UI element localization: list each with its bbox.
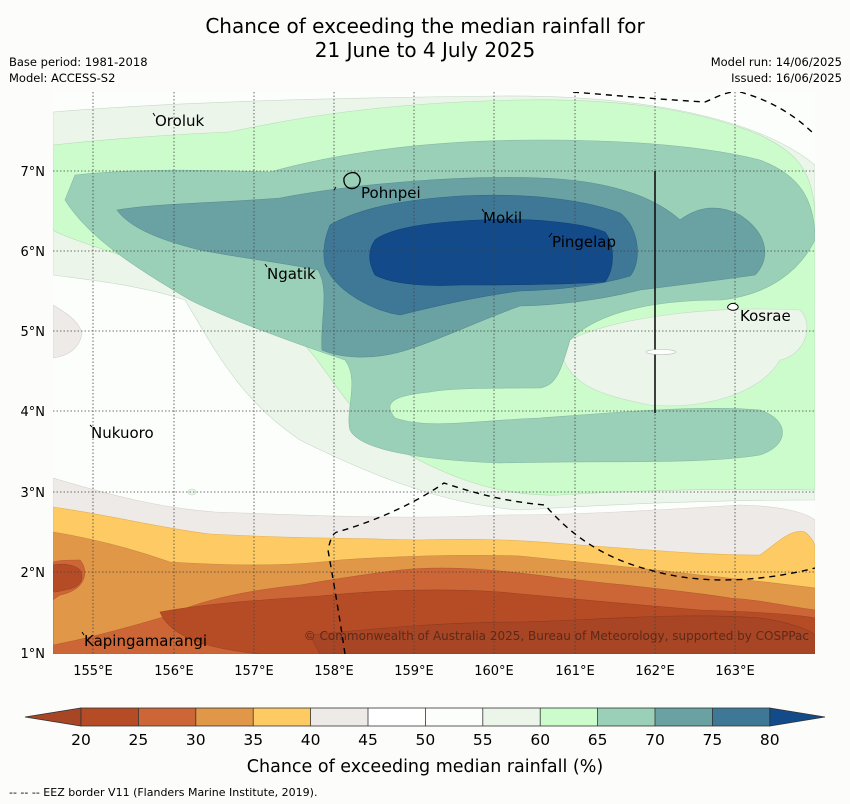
- lon-tick-label: 163°E: [715, 664, 755, 679]
- meta-left: Base period: 1981-2018 Model: ACCESS-S2: [9, 54, 148, 86]
- band-lt25-west: [53, 563, 83, 593]
- band-55-60-kosrae: [559, 308, 808, 407]
- lat-tick-label: 7°N: [21, 165, 46, 180]
- colorbar-swatch-25-30: [138, 708, 196, 726]
- colorbar-tick: 45: [358, 731, 378, 749]
- colorbar-tick: 30: [186, 731, 206, 749]
- colorbar-tick: 75: [703, 731, 723, 749]
- lat-tick-label: 1°N: [21, 647, 46, 662]
- colorbar-swatch-45-50: [368, 708, 426, 726]
- pohnpei-island-icon: [343, 171, 361, 190]
- lon-tick-label: 157°E: [234, 664, 274, 679]
- colorbar-tick: 65: [588, 731, 608, 749]
- lon-tick-label: 159°E: [394, 664, 434, 679]
- colorbar-tick: 50: [416, 731, 436, 749]
- colorbar-tick: 35: [243, 731, 263, 749]
- band-55-60-dot: [187, 488, 197, 496]
- place-label-ngatik: Ngatik: [267, 265, 316, 283]
- place-label-pingelap: Pingelap: [552, 233, 616, 251]
- lon-tick-label: 161°E: [555, 664, 595, 679]
- issued-date: Issued: 16/06/2025: [731, 71, 842, 85]
- place-label-nukuoro: Nukuoro: [91, 424, 154, 442]
- place-label-oroluk: Oroluk: [155, 112, 204, 130]
- colorbar-swatch-55-60: [482, 708, 541, 726]
- lon-tick-label: 155°E: [73, 664, 113, 679]
- colorbar-dividers: [137, 708, 713, 726]
- grid-lat: [53, 170, 815, 573]
- lon-tick-label: 156°E: [154, 664, 194, 679]
- colorbar-swatch-35-40: [253, 708, 311, 726]
- base-period: Base period: 1981-2018: [9, 55, 148, 69]
- colorbar-tick-labels: 20 25 30 35 40 45 50 55 60 65 70 75 80: [71, 731, 780, 749]
- band-lt20: [309, 615, 815, 654]
- colorbar-extend-low: [24, 707, 82, 727]
- eez-footnote: -- -- -- EEZ border V11 (Flanders Marine…: [9, 786, 318, 799]
- colorbar-swatch-40-45: [310, 708, 368, 726]
- title-line-1: Chance of exceeding the median rainfall …: [205, 14, 645, 38]
- lat-axis-labels: 7°N 6°N 5°N 4°N 3°N 2°N 1°N: [21, 165, 46, 662]
- colorbar-tick: 20: [71, 731, 91, 749]
- lon-tick-label: 162°E: [635, 664, 675, 679]
- colorbar-swatch-70-75: [655, 708, 713, 726]
- eez-border-north: [572, 92, 736, 103]
- band-40-45-west: [53, 304, 83, 359]
- map-title: Chance of exceeding the median rainfall …: [0, 14, 850, 62]
- place-label-kosrae: Kosrae: [740, 307, 791, 325]
- colorbar-swatch-75-80: [712, 708, 770, 726]
- lat-tick-label: 3°N: [21, 486, 46, 501]
- colorbar-tick: 55: [473, 731, 493, 749]
- band-gt80: [369, 219, 613, 286]
- kosrae-island-icon: [727, 302, 739, 311]
- lat-tick-label: 2°N: [21, 566, 46, 581]
- title-line-2: 21 June to 4 July 2025: [314, 38, 536, 62]
- eez-border-south: [327, 482, 815, 654]
- lat-tick-label: 6°N: [21, 245, 46, 260]
- colorbar-swatch-50-55: [425, 708, 483, 726]
- colorbar-swatch-30-35: [195, 708, 254, 726]
- colorbar: 20 25 30 35 40 45 50 55 60 65 70 75 80 C…: [24, 707, 826, 777]
- eez-border: [327, 92, 815, 654]
- colorbar-tick: 40: [301, 731, 321, 749]
- eez-border-northeast: [739, 92, 815, 136]
- contour-ellipse: [645, 349, 677, 355]
- colorbar-swatch-20-25: [81, 708, 139, 726]
- colorbar-swatch-65-70: [597, 708, 655, 726]
- place-label-kapingamarangi: Kapingamarangi: [84, 632, 207, 650]
- place-label-pohnpei: Pohnpei: [361, 184, 421, 202]
- lat-tick-label: 5°N: [21, 325, 46, 340]
- meta-right: Model run: 14/06/2025 Issued: 16/06/2025: [711, 54, 842, 86]
- lon-tick-label: 158°E: [314, 664, 354, 679]
- colorbar-extend-high: [769, 707, 826, 727]
- colorbar-tick: 70: [645, 731, 665, 749]
- map-area: Oroluk Pohnpei Mokil Pingelap Ngatik Kos…: [53, 92, 815, 654]
- model-run: Model run: 14/06/2025: [710, 55, 842, 69]
- copyright-text: © Commonwealth of Australia 2025, Bureau…: [304, 629, 809, 643]
- colorbar-tick: 25: [129, 731, 149, 749]
- lon-axis-labels: 155°E 156°E 157°E 158°E 159°E 160°E 161°…: [73, 664, 755, 679]
- lat-tick-label: 4°N: [21, 405, 46, 420]
- model-name: Model: ACCESS-S2: [9, 71, 116, 85]
- colorbar-label: Chance of exceeding median rainfall (%): [247, 757, 603, 777]
- pohnpei-reef-mark: [333, 186, 337, 191]
- colorbar-swatch-60-65: [540, 708, 598, 726]
- lon-tick-label: 160°E: [474, 664, 514, 679]
- colorbar-tick: 80: [760, 731, 780, 749]
- colorbar-tick: 60: [530, 731, 550, 749]
- atoll-marks: [81, 112, 553, 636]
- place-label-mokil: Mokil: [483, 209, 522, 227]
